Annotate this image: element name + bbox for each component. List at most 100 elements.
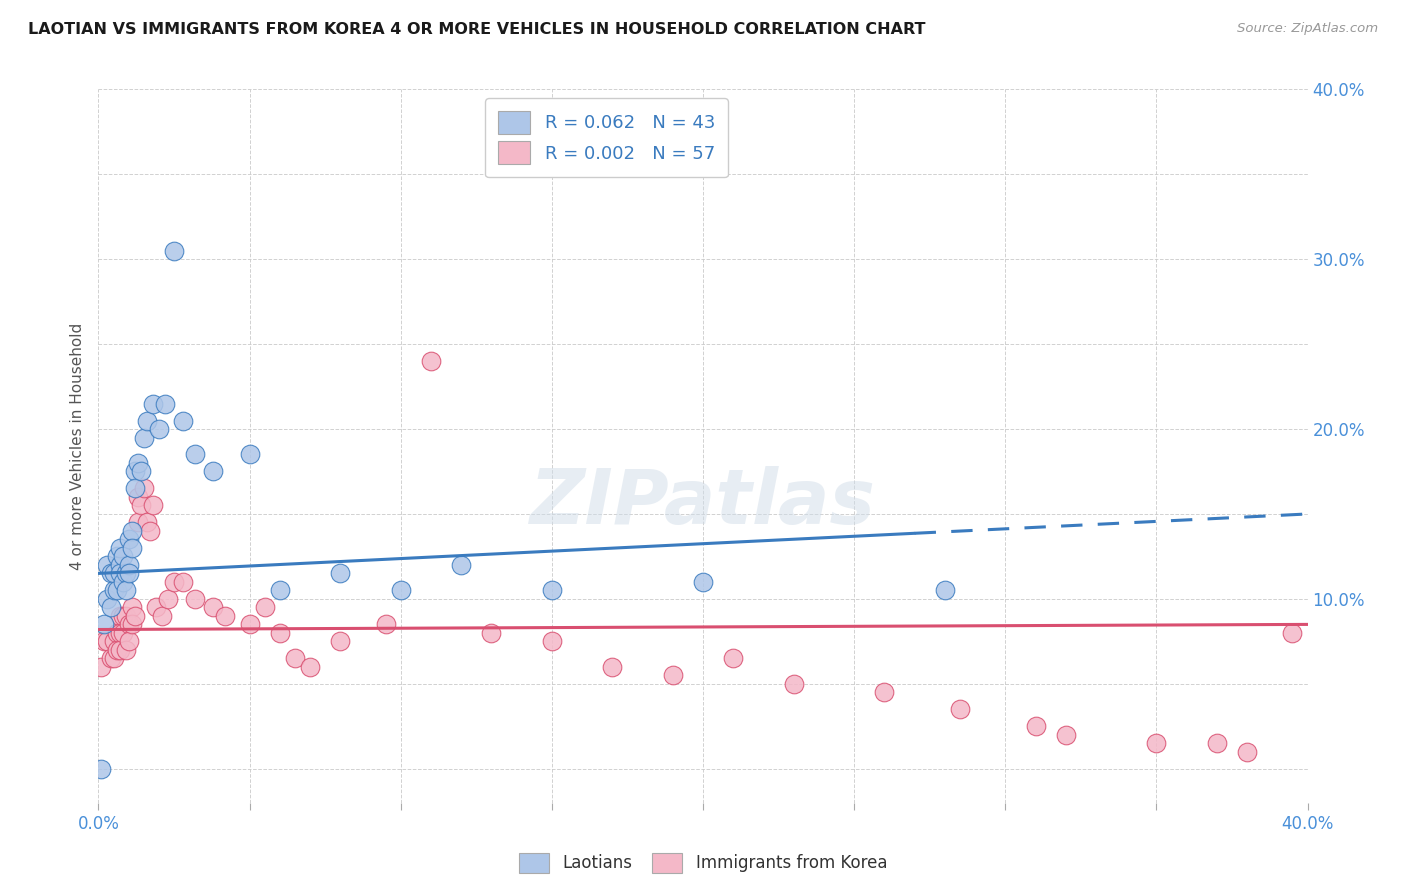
- Point: [1024, 719, 1046, 733]
- Point: [145, 600, 167, 615]
- Point: [135, 413, 157, 427]
- Point: [118, 558, 141, 572]
- Point: [121, 617, 143, 632]
- Point: [1236, 745, 1258, 759]
- Point: [127, 456, 149, 470]
- Point: [93, 634, 115, 648]
- Point: [103, 566, 125, 581]
- Point: [389, 583, 412, 598]
- Point: [156, 591, 179, 606]
- Point: [108, 541, 131, 555]
- Point: [108, 608, 131, 623]
- Point: [118, 566, 141, 581]
- Point: [540, 634, 562, 648]
- Y-axis label: 4 or more Vehicles in Household: 4 or more Vehicles in Household: [70, 322, 86, 570]
- Point: [481, 626, 503, 640]
- Point: [184, 591, 207, 606]
- Point: [105, 643, 128, 657]
- Point: [239, 448, 262, 462]
- Point: [108, 643, 131, 657]
- Point: [783, 677, 806, 691]
- Point: [602, 660, 624, 674]
- Point: [253, 600, 276, 615]
- Point: [450, 558, 472, 572]
- Point: [1144, 736, 1167, 750]
- Point: [93, 617, 115, 632]
- Legend: Laotians, Immigrants from Korea: Laotians, Immigrants from Korea: [512, 847, 894, 880]
- Point: [124, 482, 146, 496]
- Point: [100, 600, 122, 615]
- Point: [329, 566, 352, 581]
- Point: [114, 608, 136, 623]
- Point: [124, 465, 146, 479]
- Point: [723, 651, 745, 665]
- Point: [96, 591, 118, 606]
- Point: [139, 524, 162, 538]
- Point: [150, 608, 173, 623]
- Point: [239, 617, 262, 632]
- Point: [132, 430, 155, 444]
- Point: [108, 558, 131, 572]
- Point: [172, 574, 194, 589]
- Point: [148, 422, 170, 436]
- Point: [1054, 728, 1077, 742]
- Point: [184, 448, 207, 462]
- Point: [121, 600, 143, 615]
- Point: [90, 762, 112, 776]
- Point: [129, 499, 152, 513]
- Point: [108, 626, 131, 640]
- Point: [90, 660, 112, 674]
- Point: [105, 626, 128, 640]
- Point: [103, 634, 125, 648]
- Point: [127, 516, 149, 530]
- Point: [118, 634, 141, 648]
- Text: ZIPatlas: ZIPatlas: [530, 467, 876, 540]
- Point: [269, 626, 291, 640]
- Point: [124, 608, 146, 623]
- Point: [1206, 736, 1229, 750]
- Point: [103, 583, 125, 598]
- Point: [662, 668, 685, 682]
- Point: [111, 608, 134, 623]
- Point: [100, 566, 122, 581]
- Point: [692, 574, 714, 589]
- Point: [108, 566, 131, 581]
- Text: LAOTIAN VS IMMIGRANTS FROM KOREA 4 OR MORE VEHICLES IN HOUSEHOLD CORRELATION CHA: LAOTIAN VS IMMIGRANTS FROM KOREA 4 OR MO…: [28, 22, 925, 37]
- Point: [121, 541, 143, 555]
- Point: [114, 566, 136, 581]
- Point: [100, 651, 122, 665]
- Point: [96, 558, 118, 572]
- Point: [202, 465, 225, 479]
- Point: [142, 396, 165, 410]
- Point: [374, 617, 396, 632]
- Point: [214, 608, 236, 623]
- Point: [135, 516, 157, 530]
- Point: [420, 354, 443, 368]
- Point: [118, 617, 141, 632]
- Point: [103, 651, 125, 665]
- Point: [96, 634, 118, 648]
- Point: [132, 482, 155, 496]
- Point: [540, 583, 562, 598]
- Point: [121, 524, 143, 538]
- Point: [1281, 626, 1303, 640]
- Text: Source: ZipAtlas.com: Source: ZipAtlas.com: [1237, 22, 1378, 36]
- Point: [129, 465, 152, 479]
- Point: [202, 600, 225, 615]
- Point: [142, 499, 165, 513]
- Point: [172, 413, 194, 427]
- Point: [111, 549, 134, 564]
- Point: [299, 660, 322, 674]
- Point: [873, 685, 896, 699]
- Point: [934, 583, 956, 598]
- Point: [153, 396, 176, 410]
- Point: [114, 583, 136, 598]
- Point: [118, 533, 141, 547]
- Point: [111, 574, 134, 589]
- Point: [269, 583, 291, 598]
- Point: [163, 574, 186, 589]
- Point: [284, 651, 307, 665]
- Point: [114, 643, 136, 657]
- Point: [111, 626, 134, 640]
- Point: [329, 634, 352, 648]
